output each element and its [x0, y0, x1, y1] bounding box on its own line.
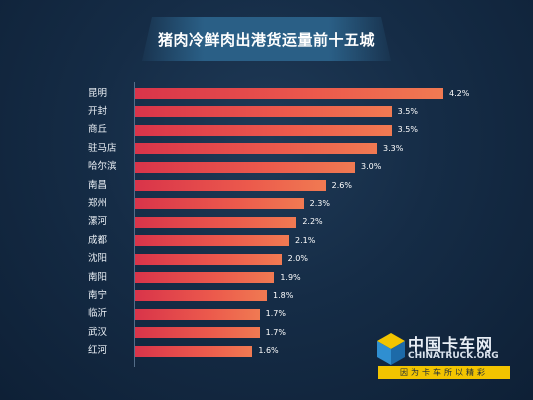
watermark-slogan: 因为卡车所以精彩 [378, 366, 510, 379]
value-label: 1.9% [280, 272, 301, 282]
category-label: 南宁 [88, 289, 108, 301]
bar [135, 198, 304, 210]
bar [135, 88, 443, 99]
category-label: 临沂 [88, 308, 108, 320]
value-label: 4.2% [449, 88, 470, 98]
y-axis-line [134, 82, 135, 367]
chart-title: 猪肉冷鲜肉出港货运量前十五城 [157, 30, 375, 49]
category-label: 南昌 [88, 179, 108, 191]
bar [135, 272, 275, 283]
bar [135, 235, 289, 247]
bar [135, 106, 392, 118]
value-label: 3.5% [397, 125, 418, 135]
cube-logo-icon [377, 333, 405, 365]
value-label: 1.8% [273, 290, 294, 300]
bar [135, 180, 326, 191]
watermark-name-cn: 中国卡车网 [408, 335, 494, 354]
bar [135, 143, 377, 155]
bar [135, 327, 260, 339]
value-label: 2.1% [295, 235, 316, 245]
value-label: 3.5% [397, 106, 418, 116]
bar [135, 290, 267, 302]
category-label: 昆明 [88, 87, 108, 99]
category-label: 开封 [88, 105, 108, 117]
bar [135, 308, 260, 320]
bar [135, 253, 282, 265]
value-label: 3.0% [361, 162, 382, 172]
watermark-logo: 中国卡车网 CHINATRUCK.ORG 因为卡车所以精彩 [376, 330, 526, 390]
category-label: 红河 [88, 345, 108, 357]
title-banner: 猪肉冷鲜肉出港货运量前十五城 [142, 17, 391, 61]
category-label: 驻马店 [88, 142, 117, 154]
category-label: 南阳 [88, 271, 108, 283]
category-label: 成都 [88, 234, 108, 246]
value-label: 1.7% [265, 309, 286, 319]
bar [135, 161, 355, 173]
category-label: 沈阳 [88, 253, 108, 265]
bar [135, 345, 253, 357]
category-label: 漯河 [88, 216, 108, 228]
category-label: 武汉 [88, 326, 108, 338]
value-label: 2.2% [302, 217, 323, 227]
watermark-name-en: CHINATRUCK.ORG [408, 351, 499, 361]
bar [135, 216, 297, 228]
category-label: 郑州 [88, 197, 108, 209]
value-label: 1.7% [265, 327, 286, 337]
value-label: 2.0% [287, 254, 308, 264]
bar [135, 124, 392, 136]
value-label: 2.6% [331, 180, 352, 190]
value-label: 2.3% [309, 198, 330, 208]
category-label: 哈尔滨 [88, 161, 117, 173]
value-label: 1.6% [258, 346, 279, 356]
category-label: 商丘 [88, 124, 108, 136]
value-label: 3.3% [383, 143, 404, 153]
